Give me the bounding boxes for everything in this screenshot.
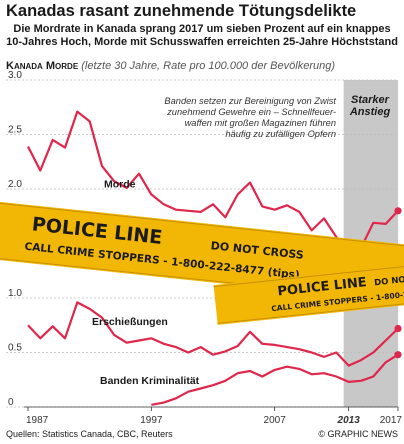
x-tick-label: 1987 (26, 415, 49, 426)
annotation-line: zunehmend Gewehre ein – Schnellfeuer- (166, 107, 336, 117)
y-tick-label: 2.0 (8, 179, 22, 190)
chart-heading: Kanada Morde (letzte 30 Jahre, Rate pro … (6, 60, 335, 72)
police-tape-upper-edge (0, 198, 404, 252)
y-tick-label: 0.5 (8, 343, 22, 354)
series-label-1: Erschießungen (92, 316, 168, 328)
chart-heading-note: (letzte 30 Jahre, Rate pro 100.000 der B… (81, 60, 335, 72)
police-tape-lower-edge (213, 262, 404, 288)
source-note: Quellen: Statistics Canada, CBC, Reuters (6, 429, 173, 439)
chart-subtitle-line1: Die Mordrate in Kanada sprang 2017 um si… (13, 23, 391, 35)
series-line-1 (27, 301, 399, 367)
x-tick-label: 2007 (264, 415, 287, 426)
series-end-point-0 (394, 207, 402, 215)
x-tick-label: 2013 (337, 415, 361, 426)
chart-subtitle-line2: 10-Jahres Hoch, Morde mit Schusswaffen e… (6, 36, 398, 48)
y-tick-label: 3.0 (8, 70, 22, 81)
chart-heading-label: Kanada Morde (6, 60, 79, 72)
y-tick-label: 2.5 (8, 125, 22, 136)
highlight-label: Starker (351, 94, 390, 106)
series-label-0: Morde (104, 179, 136, 191)
series-line-0 (27, 110, 399, 252)
x-tick-label: 2017 (380, 415, 403, 426)
police-tape-lower-band (213, 261, 404, 325)
highlight-label: Anstieg (349, 106, 391, 118)
series-end-point-2 (394, 351, 402, 359)
annotation-line: häufig zu zufälligen Opfern (225, 129, 336, 139)
chart-title: Kanadas rasant zunehmende Tötungsdelikte (6, 2, 357, 20)
annotation-line: waffen mit großen Magazinen führen (185, 118, 336, 128)
brand-credit: © GRAPHIC NEWS (318, 429, 398, 439)
annotation-line: Banden setzen zur Bereinigung von Zwist (164, 96, 336, 106)
series-line-2 (151, 353, 399, 406)
police-tape-lower-edge (217, 298, 404, 324)
y-tick-label: 1.0 (8, 288, 22, 299)
series-label-2: Banden Kriminalität (100, 375, 200, 387)
y-tick-label: 0 (8, 397, 14, 408)
series-end-point-1 (394, 324, 402, 333)
x-tick-label: 1997 (140, 415, 163, 426)
